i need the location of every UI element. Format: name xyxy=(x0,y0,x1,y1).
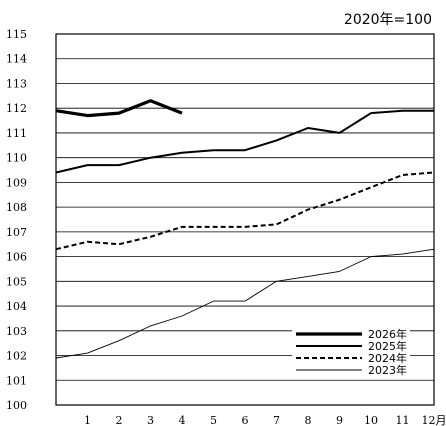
legend-label: 2026年 xyxy=(368,327,407,341)
legend-label: 2025年 xyxy=(368,339,407,353)
x-tick-label: 4 xyxy=(179,414,186,426)
x-tick-label: 11 xyxy=(396,414,410,426)
y-tick-label: 106 xyxy=(6,251,27,264)
legend-label: 2024年 xyxy=(368,351,407,365)
x-tick-label: 6 xyxy=(242,414,249,426)
y-tick-label: 101 xyxy=(6,374,27,387)
y-axis: 100 101 102 103 104 105 106 107 108 109 110 111 112 1… xyxy=(6,28,27,412)
x-tick-label: 7 xyxy=(273,414,280,426)
series-line xyxy=(55,171,435,251)
y-tick-label: 114 xyxy=(6,53,27,66)
y-tick-label: 115 xyxy=(6,28,27,41)
series-lines xyxy=(55,99,435,359)
x-tick-label: 8 xyxy=(305,414,312,426)
plot-frame xyxy=(55,33,435,406)
x-tick-label: 2 xyxy=(116,414,123,426)
grid-lines xyxy=(56,58,434,381)
y-tick-label: 109 xyxy=(6,176,27,189)
base-year-note: 2020年=100 xyxy=(344,12,432,28)
x-tick-label: 10 xyxy=(364,414,378,426)
y-tick-label: 105 xyxy=(6,275,27,288)
x-tick-label: 1 xyxy=(84,414,91,426)
series-line xyxy=(55,99,183,118)
x-tick-label: 9 xyxy=(336,414,343,426)
y-tick-label: 103 xyxy=(6,325,27,338)
series-line xyxy=(55,248,435,359)
x-tick-label: 12月 xyxy=(422,414,446,426)
y-tick-label: 107 xyxy=(6,226,27,239)
series-line xyxy=(55,109,434,174)
x-axis: 1 2 3 4 5 6 7 8 9 10 11 12月 xyxy=(84,414,446,426)
y-tick-label: 102 xyxy=(6,350,27,363)
y-tick-label: 100 xyxy=(6,399,27,412)
y-tick-label: 110 xyxy=(6,152,27,165)
y-tick-label: 111 xyxy=(6,127,27,140)
y-tick-label: 113 xyxy=(6,77,27,90)
y-tick-label: 104 xyxy=(6,300,27,313)
x-tick-label: 3 xyxy=(147,414,154,426)
y-tick-label: 112 xyxy=(6,102,27,115)
y-tick-label: 108 xyxy=(6,201,27,214)
x-tick-label: 5 xyxy=(210,414,217,426)
legend-label: 2023年 xyxy=(368,363,407,377)
